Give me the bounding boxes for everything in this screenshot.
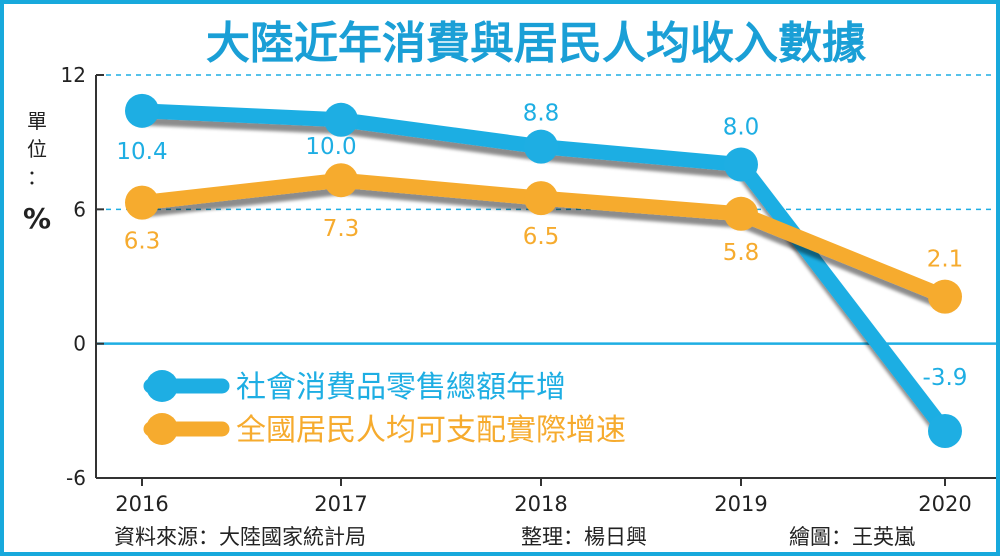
y-axis-label-char: % (23, 202, 51, 235)
data-point (125, 93, 159, 128)
legend-item: 全國居民人均可支配實際增速 (143, 413, 626, 448)
y-axis-ticks: 12 6 0 -6 (61, 63, 104, 490)
data-label: 2.1 (927, 247, 964, 273)
series-income-growth: 6.3 7.3 6.5 5.8 2.1 (124, 163, 964, 314)
data-point (324, 102, 358, 137)
data-point (928, 413, 962, 448)
legend-label: 全國居民人均可支配實際增速 (236, 413, 626, 448)
data-label: 7.3 (323, 216, 360, 242)
artist-credit: 繪圖：王英嵐 (789, 525, 915, 549)
gridlines (95, 74, 996, 479)
line-chart: 大陸近年消費與居民人均收入數據 單位 ：% 12 6 0 -6 2016 2017 2018… (23, 18, 996, 549)
y-axis-label: 單位 ：% (23, 109, 51, 235)
x-axis-ticks: 2016 2017 2018 2019 2020 (115, 478, 972, 516)
data-point (524, 181, 558, 216)
data-point (524, 129, 558, 164)
data-point (724, 196, 758, 231)
data-label: 10.0 (305, 134, 356, 160)
y-axis-label-char: 單 (27, 109, 47, 133)
data-label: 6.5 (523, 224, 560, 250)
editor-credit: 整理：楊日興 (521, 525, 647, 549)
data-label: 5.8 (723, 240, 760, 266)
y-tick-label: -6 (66, 466, 86, 490)
data-point (928, 279, 962, 314)
legend-label: 社會消費品零售總額年增 (236, 370, 566, 405)
data-label: 8.0 (723, 115, 760, 141)
source-credit: 資料來源：大陸國家統計局 (114, 525, 366, 549)
data-label: 10.4 (116, 139, 167, 165)
x-tick-label: 2019 (714, 492, 767, 516)
y-tick-label: 0 (73, 332, 86, 356)
y-axis-label-char: 位 (27, 137, 47, 161)
y-axis-label-char: ： (27, 165, 47, 189)
series-layer: 10.4 10.0 8.8 8.0 -3.9 6.3 7.3 6.5 5.8 2.1 (116, 93, 968, 448)
legend-item: 社會消費品零售總額年增 (143, 370, 566, 405)
x-tick-label: 2020 (918, 492, 971, 516)
chart-title: 大陸近年消費與居民人均收入數據 (206, 18, 867, 69)
y-tick-label: 6 (73, 197, 86, 221)
data-label: 8.8 (523, 101, 560, 127)
data-point (724, 147, 758, 182)
x-tick-label: 2018 (514, 492, 567, 516)
data-point (125, 185, 159, 220)
x-tick-label: 2016 (115, 492, 168, 516)
data-label: 6.3 (124, 229, 161, 255)
x-tick-label: 2017 (314, 492, 367, 516)
legend-swatch-dot (146, 413, 178, 445)
data-point (324, 163, 358, 198)
y-tick-label: 12 (61, 63, 86, 87)
legend-swatch-dot (146, 370, 178, 402)
series-retail-sales: 10.4 10.0 8.8 8.0 -3.9 (116, 93, 968, 448)
data-label: -3.9 (923, 365, 968, 391)
